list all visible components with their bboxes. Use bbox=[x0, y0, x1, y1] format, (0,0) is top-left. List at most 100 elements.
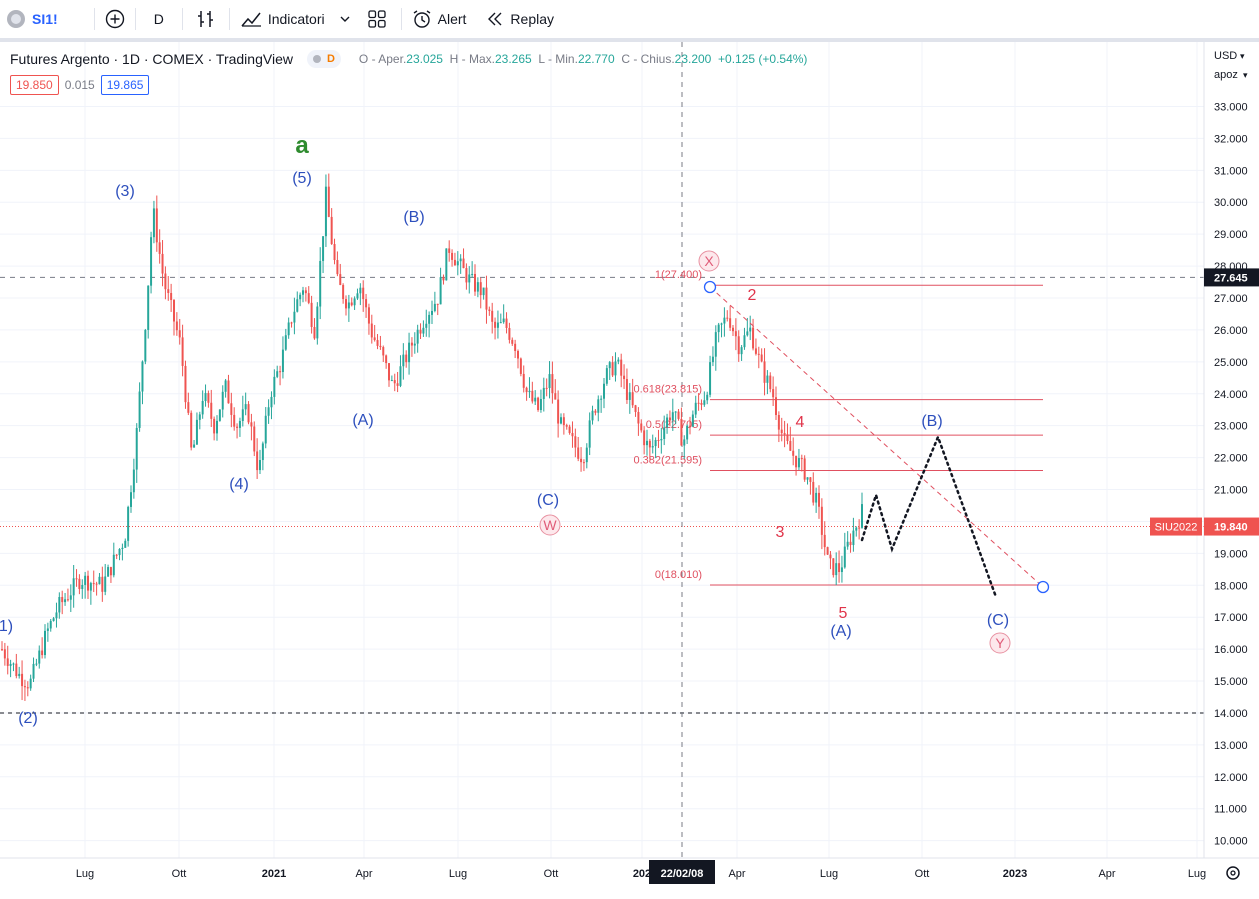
candle-body bbox=[84, 575, 87, 585]
candle-body bbox=[167, 289, 170, 293]
candle-body bbox=[279, 371, 282, 373]
candle-body bbox=[823, 534, 826, 548]
candle-body bbox=[809, 477, 812, 482]
layout-button[interactable] bbox=[357, 0, 397, 38]
wave-label: a bbox=[295, 132, 309, 159]
candle-body bbox=[617, 359, 620, 362]
candle-body bbox=[26, 687, 29, 689]
gear-icon[interactable] bbox=[1226, 866, 1240, 880]
candle-body bbox=[201, 401, 204, 415]
wave-label: 1) bbox=[0, 618, 13, 635]
candle-body bbox=[436, 303, 439, 305]
candle-body bbox=[654, 439, 657, 447]
candle-body bbox=[256, 451, 259, 471]
toolbar-divider bbox=[400, 8, 402, 30]
candle-body bbox=[155, 208, 158, 243]
candle-body bbox=[127, 506, 130, 541]
candle-body bbox=[18, 673, 21, 677]
candle-body bbox=[35, 663, 38, 665]
bid-price[interactable]: 19.850 bbox=[10, 75, 59, 95]
candle-body bbox=[537, 397, 540, 410]
candle-body bbox=[241, 409, 244, 421]
interval-button[interactable]: D bbox=[140, 0, 178, 38]
candle-body bbox=[557, 399, 560, 424]
candle-body bbox=[620, 359, 623, 376]
indicators-button[interactable]: Indicatori bbox=[234, 0, 357, 38]
candle-body bbox=[310, 302, 313, 327]
candle-body bbox=[413, 343, 416, 346]
candle-body bbox=[204, 393, 207, 402]
settings-button[interactable] bbox=[1226, 866, 1240, 880]
candle-body bbox=[534, 397, 537, 402]
candle-body bbox=[485, 287, 488, 310]
candle-body bbox=[281, 349, 284, 373]
wave-label: 5 bbox=[839, 605, 848, 622]
candle-body bbox=[522, 373, 525, 388]
candle-body bbox=[499, 322, 502, 324]
candle-body bbox=[754, 348, 757, 354]
candle-body bbox=[330, 216, 333, 245]
candle-body bbox=[287, 322, 290, 336]
chevron-down-icon[interactable] bbox=[339, 13, 351, 25]
chevron-down-icon[interactable]: ▾ bbox=[1240, 51, 1245, 61]
candle-body bbox=[694, 402, 697, 415]
wave-circle bbox=[539, 514, 561, 536]
candle-body bbox=[81, 584, 84, 590]
candle-body bbox=[439, 277, 442, 305]
price-tick-label: 19.000 bbox=[1214, 548, 1248, 560]
candle-body bbox=[743, 335, 746, 348]
replay-button[interactable]: Replay bbox=[480, 0, 560, 38]
candle-body bbox=[6, 658, 9, 666]
candle-body bbox=[261, 443, 264, 461]
fib-level-label: 0.382(21.595) bbox=[634, 455, 703, 467]
price-chart[interactable]: 1(27.400)0.618(23.815)0.5(22.705)0.382(2… bbox=[0, 42, 1259, 894]
symbol-search[interactable]: SI1! bbox=[0, 0, 64, 38]
price-tick-label: 16.000 bbox=[1214, 644, 1248, 656]
price-axis[interactable] bbox=[1204, 42, 1259, 858]
scale-mode-label[interactable]: apoz bbox=[1214, 69, 1238, 81]
chart-area[interactable]: 1(27.400) 0.618(23.815) 0.5(22.705) 0.382(2… bbox=[0, 42, 1259, 894]
wave-label: (2) bbox=[18, 710, 38, 727]
candle-body bbox=[89, 583, 92, 591]
ask-price[interactable]: 19.865 bbox=[100, 75, 150, 95]
candle-body bbox=[46, 628, 49, 631]
candle-body bbox=[253, 426, 256, 452]
symbol-name: SI1! bbox=[32, 11, 58, 27]
candlesticks bbox=[1, 173, 863, 701]
candle-body bbox=[190, 412, 193, 448]
candle-body bbox=[846, 541, 849, 547]
candle-body bbox=[849, 541, 852, 546]
candle-body bbox=[691, 414, 694, 427]
price-tick-label: 23.000 bbox=[1214, 421, 1248, 433]
toolbar-divider bbox=[134, 8, 136, 30]
candle-body bbox=[651, 446, 654, 448]
candle-body bbox=[402, 354, 405, 367]
candle-body bbox=[32, 663, 35, 679]
legend-title[interactable]: Futures Argento · 1D · COMEX · TradingVi… bbox=[10, 51, 293, 67]
candle-body bbox=[184, 365, 187, 403]
alert-button[interactable]: Alert bbox=[406, 0, 473, 38]
candle-body bbox=[58, 596, 61, 613]
candle-body bbox=[494, 321, 497, 328]
compare-button[interactable] bbox=[99, 0, 131, 38]
currency-label[interactable]: USD bbox=[1214, 50, 1237, 62]
chevron-down-icon[interactable]: ▾ bbox=[1243, 70, 1248, 80]
candle-body bbox=[479, 282, 482, 296]
market-status-badge[interactable]: D bbox=[306, 50, 341, 68]
candle-body bbox=[732, 327, 734, 332]
candle-body bbox=[545, 387, 548, 389]
series-tag bbox=[1150, 517, 1202, 536]
candle-body bbox=[342, 284, 345, 300]
chart-type-button[interactable] bbox=[187, 0, 225, 38]
candle-body bbox=[797, 458, 800, 468]
candle-body bbox=[600, 398, 603, 400]
candle-body bbox=[112, 554, 115, 576]
candle-body bbox=[233, 414, 236, 427]
candle-body bbox=[508, 327, 511, 340]
candle-body bbox=[737, 336, 740, 355]
candle-body bbox=[399, 366, 402, 386]
candle-body bbox=[519, 358, 522, 374]
time-axis[interactable] bbox=[0, 858, 1204, 894]
high-value: 23.265 bbox=[495, 52, 532, 66]
price-tick-label: 15.000 bbox=[1214, 676, 1248, 688]
